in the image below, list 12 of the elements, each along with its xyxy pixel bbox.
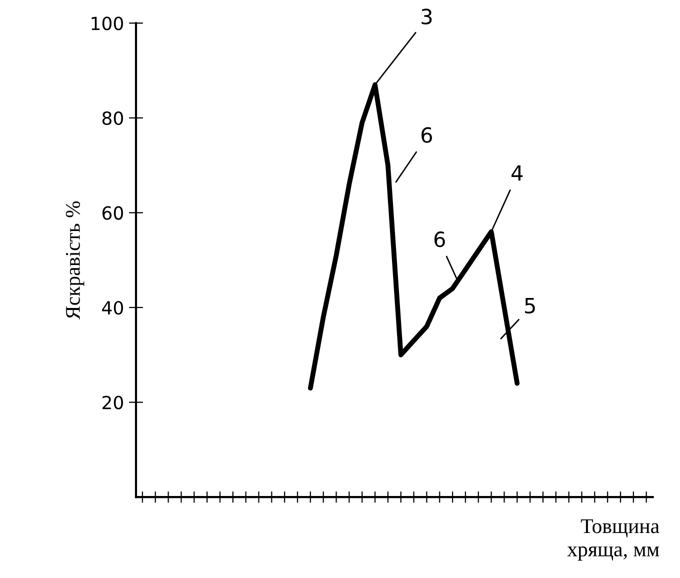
y-tick-label: 100 <box>92 16 123 30</box>
annotation: 5 <box>525 298 535 314</box>
y-tick-label: 60 <box>102 206 123 220</box>
y-axis-title: Яскравість % <box>66 201 84 320</box>
y-tick-label: 40 <box>102 300 123 315</box>
annotation: 4 <box>512 165 523 181</box>
x-axis-title: Товщина хряща, мм <box>567 519 660 561</box>
annotation: 6 <box>422 127 432 143</box>
y-tick-label: 20 <box>102 396 123 410</box>
annotation: 6 <box>434 231 445 248</box>
y-tick-label: 80 <box>102 111 123 126</box>
annotation: 3 <box>422 8 432 24</box>
